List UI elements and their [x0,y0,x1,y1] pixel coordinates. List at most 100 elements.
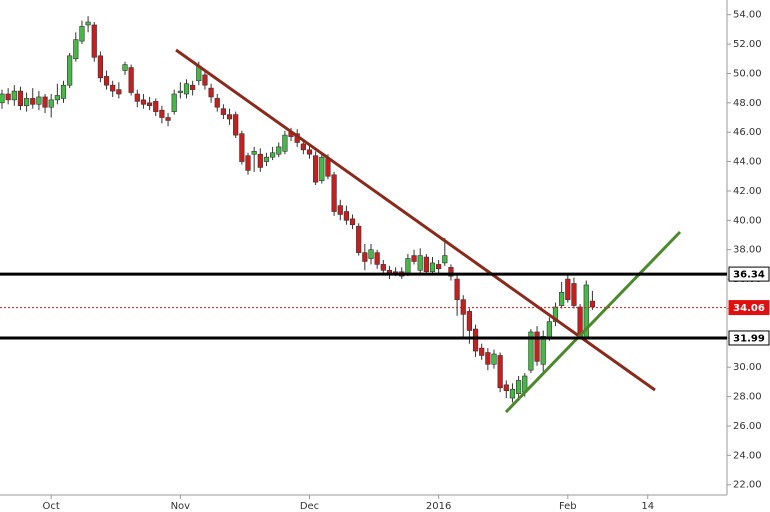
candle-body [442,255,448,264]
candle-body [325,158,331,177]
candle-body [79,26,85,42]
candle-body [559,291,565,306]
candle-body [67,55,73,86]
candle-body [282,134,288,152]
candle-body [269,152,276,158]
candle-body [423,256,429,273]
candle-body [319,156,325,181]
resistance-trendline [175,48,656,392]
candle-body [208,87,214,98]
candle-body [60,84,67,99]
level-label-box [728,300,770,316]
candle-body [460,299,466,315]
candle-body [571,283,577,306]
candle-body [374,252,380,265]
y-tick-label: 30.00 [733,362,762,373]
overlay: 36.34 34.06 31.99 [0,266,770,346]
candle-body [42,96,48,108]
candle-body [116,89,122,95]
candle-body [362,252,368,262]
candle-body [540,336,546,365]
candle-body [589,300,595,308]
y-tick-label: 48.00 [733,98,762,109]
candle-body [122,64,128,71]
y-tick-label: 50.00 [733,68,762,79]
y-tick-label: 42.00 [733,186,762,197]
y-tick-label: 38.00 [733,245,762,256]
candle-body [356,225,362,253]
candle-body [190,84,196,90]
candle-body [436,264,442,270]
candle-body [165,117,171,121]
candle-body [220,108,227,115]
candle-body [368,249,374,259]
candle-body [97,55,103,79]
x-tick-label: Oct [43,501,60,512]
candle-body [214,98,220,108]
candle-body [48,99,54,108]
candle-body [528,331,534,371]
y-tick-label: 28.00 [733,392,762,403]
y-tick-label: 44.00 [733,157,762,168]
candle-body [11,90,17,101]
level-label-box [728,330,770,346]
candle-body [177,90,183,93]
level-label: 31.99 [733,333,765,344]
candle-body [233,114,239,136]
candle-body [257,153,263,168]
candle-body [405,258,411,274]
candle-body [515,380,522,394]
candle-body [466,311,473,331]
candle-body [485,352,491,365]
candle-body [300,143,306,151]
candle-body [54,95,60,101]
candle-body [411,255,417,262]
candle-body [202,74,208,86]
candle-body [17,90,24,107]
candle-body [239,133,245,162]
support-trendline [504,230,682,414]
candle-body [30,98,36,105]
candle-body [23,98,30,107]
y-tick-label: 46.00 [733,127,762,138]
candle-body [546,321,552,339]
candle-body [448,267,454,277]
candle-body [429,262,436,273]
candle-body [251,150,257,155]
candle-body [73,39,79,60]
candle-body [509,388,516,399]
y-tick-label: 40.00 [733,215,762,226]
candle-body [454,278,460,300]
candle-body [147,102,153,107]
candle-body [337,205,343,215]
candle-body [36,96,42,105]
candle-body [343,211,350,221]
candle-body [183,83,190,95]
candle-body [140,99,147,105]
candle-body [306,149,313,155]
candle-body [417,255,423,271]
candle-body [552,306,559,322]
y-tick-label: 26.00 [733,421,762,432]
candle-body [380,264,386,271]
x-tick-label: Feb [559,501,577,512]
candle-body [91,24,97,58]
y-tick-label: 54.00 [733,10,762,21]
candle-body [153,101,159,112]
candle-body [103,76,110,86]
candle-body [159,109,165,118]
x-tick-label: Nov [171,501,191,512]
candle-body [85,21,91,26]
candle-body [263,156,270,162]
candle-body [5,93,11,101]
candle-body [128,67,134,93]
candle-body [331,174,337,212]
y-tick-label: 24.00 [733,450,762,461]
candle-body [110,84,116,92]
candle-body [276,146,282,155]
level-label-box [728,266,770,282]
candle-body [491,353,497,365]
candle-body [349,218,356,226]
y-tick-label: 22.00 [733,480,762,491]
candle-body [565,278,571,300]
